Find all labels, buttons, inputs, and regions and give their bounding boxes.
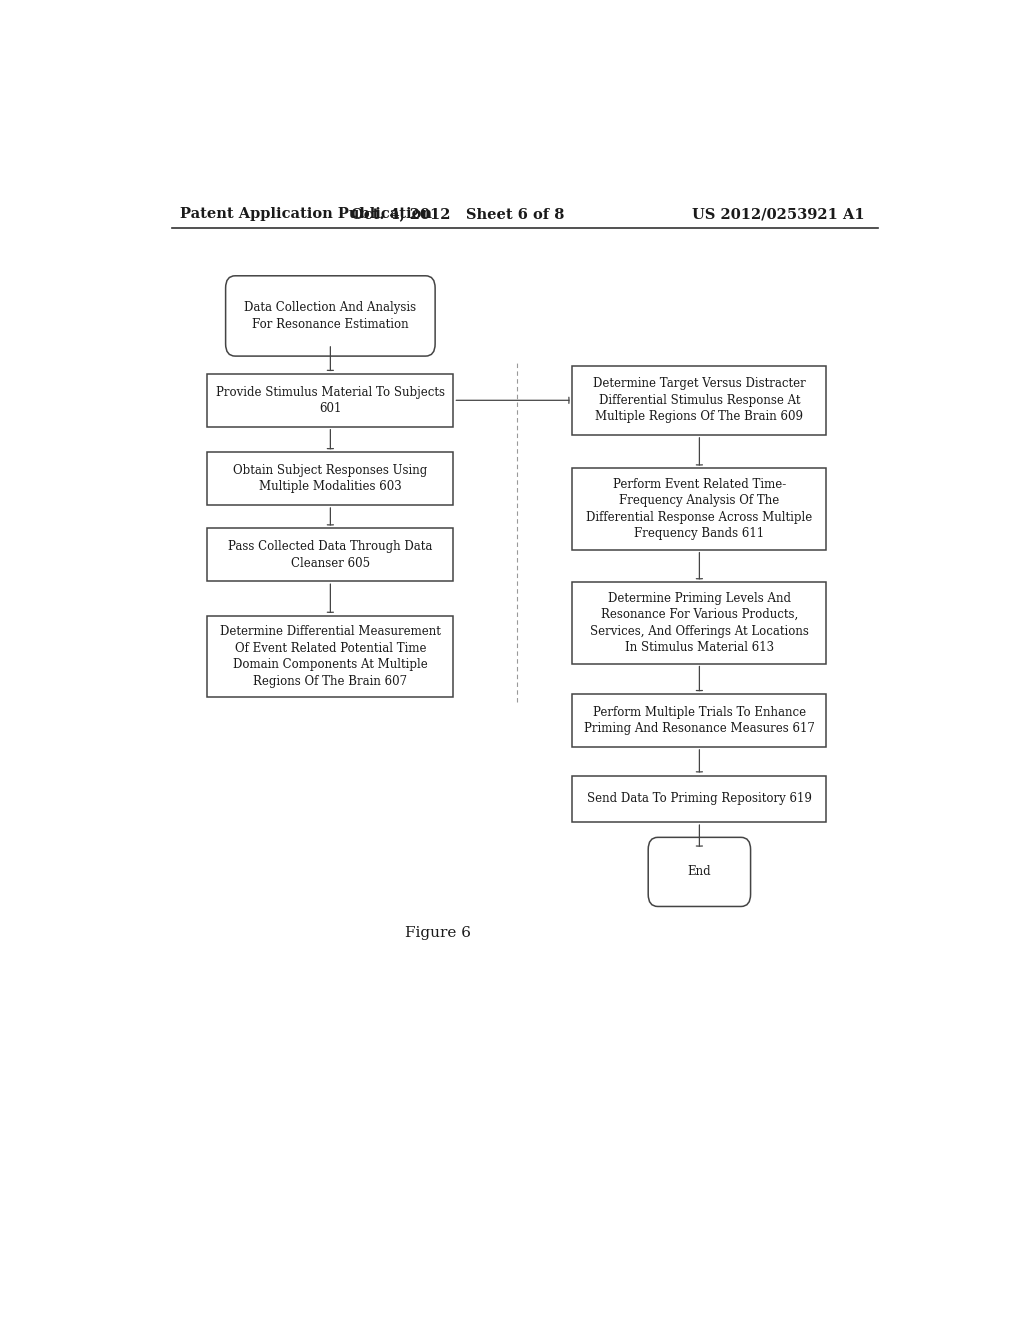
Text: Provide Stimulus Material To Subjects
601: Provide Stimulus Material To Subjects 60…: [216, 385, 444, 414]
FancyBboxPatch shape: [572, 694, 826, 747]
FancyBboxPatch shape: [572, 366, 826, 434]
Text: Patent Application Publication: Patent Application Publication: [179, 207, 431, 222]
FancyBboxPatch shape: [207, 374, 454, 426]
Text: Determine Priming Levels And
Resonance For Various Products,
Services, And Offer: Determine Priming Levels And Resonance F…: [590, 591, 809, 655]
Text: US 2012/0253921 A1: US 2012/0253921 A1: [692, 207, 865, 222]
FancyBboxPatch shape: [207, 615, 454, 697]
FancyBboxPatch shape: [207, 528, 454, 581]
Text: Perform Event Related Time-
Frequency Analysis Of The
Differential Response Acro: Perform Event Related Time- Frequency An…: [587, 478, 812, 540]
FancyBboxPatch shape: [572, 582, 826, 664]
FancyBboxPatch shape: [648, 837, 751, 907]
FancyBboxPatch shape: [572, 469, 826, 549]
FancyBboxPatch shape: [572, 776, 826, 821]
Text: End: End: [687, 866, 712, 878]
Text: Perform Multiple Trials To Enhance
Priming And Resonance Measures 617: Perform Multiple Trials To Enhance Primi…: [584, 706, 815, 735]
Text: Data Collection And Analysis
For Resonance Estimation: Data Collection And Analysis For Resonan…: [245, 301, 417, 331]
FancyBboxPatch shape: [207, 453, 454, 506]
Text: Determine Differential Measurement
Of Event Related Potential Time
Domain Compon: Determine Differential Measurement Of Ev…: [220, 626, 440, 688]
Text: Pass Collected Data Through Data
Cleanser 605: Pass Collected Data Through Data Cleanse…: [228, 540, 432, 569]
Text: Obtain Subject Responses Using
Multiple Modalities 603: Obtain Subject Responses Using Multiple …: [233, 463, 427, 494]
Text: Oct. 4, 2012   Sheet 6 of 8: Oct. 4, 2012 Sheet 6 of 8: [350, 207, 564, 222]
Text: Figure 6: Figure 6: [404, 925, 470, 940]
FancyBboxPatch shape: [225, 276, 435, 356]
Text: Determine Target Versus Distracter
Differential Stimulus Response At
Multiple Re: Determine Target Versus Distracter Diffe…: [593, 378, 806, 424]
Text: Send Data To Priming Repository 619: Send Data To Priming Repository 619: [587, 792, 812, 805]
